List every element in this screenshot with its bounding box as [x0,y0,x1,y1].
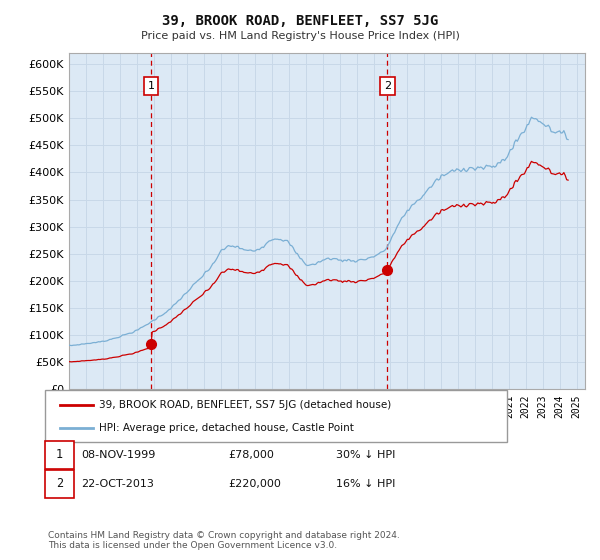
Text: Price paid vs. HM Land Registry's House Price Index (HPI): Price paid vs. HM Land Registry's House … [140,31,460,41]
Text: 1: 1 [56,448,63,461]
Text: £78,000: £78,000 [228,450,274,460]
Text: 39, BROOK ROAD, BENFLEET, SS7 5JG (detached house): 39, BROOK ROAD, BENFLEET, SS7 5JG (detac… [99,400,391,410]
Text: 30% ↓ HPI: 30% ↓ HPI [336,450,395,460]
Text: Contains HM Land Registry data © Crown copyright and database right 2024.
This d: Contains HM Land Registry data © Crown c… [48,530,400,550]
Text: £220,000: £220,000 [228,479,281,489]
Text: 2: 2 [383,81,391,91]
Text: 16% ↓ HPI: 16% ↓ HPI [336,479,395,489]
Text: 39, BROOK ROAD, BENFLEET, SS7 5JG: 39, BROOK ROAD, BENFLEET, SS7 5JG [162,14,438,28]
Text: 22-OCT-2013: 22-OCT-2013 [81,479,154,489]
Text: 2: 2 [56,477,63,491]
Text: 08-NOV-1999: 08-NOV-1999 [81,450,155,460]
Text: 1: 1 [148,81,155,91]
Text: HPI: Average price, detached house, Castle Point: HPI: Average price, detached house, Cast… [99,423,354,433]
